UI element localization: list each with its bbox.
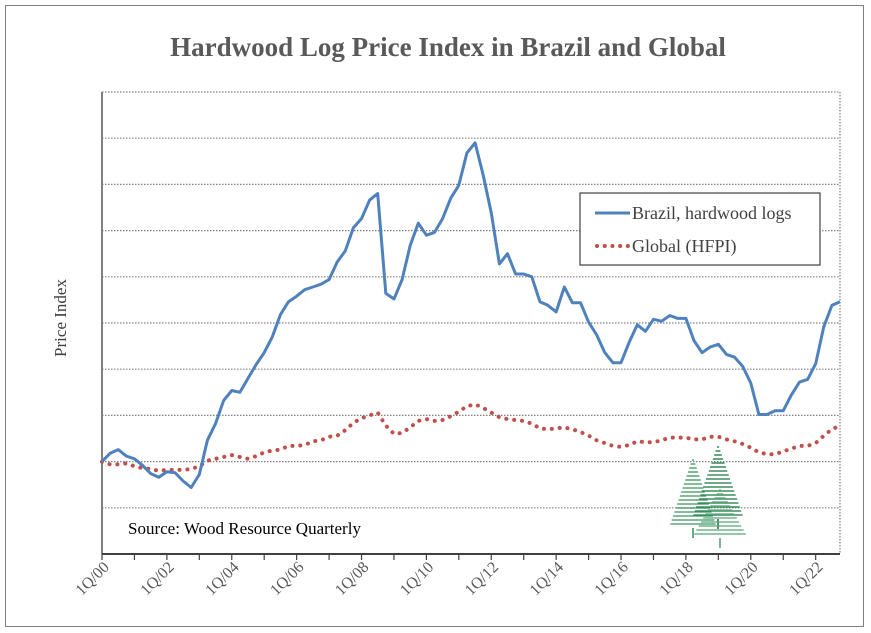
x-tick-label: 1Q/16 [592, 559, 632, 599]
x-tick-label: 1Q/06 [267, 559, 307, 599]
chart-frame [5, 5, 864, 627]
series-lines [100, 141, 842, 489]
x-tick-label: 1Q/04 [202, 559, 242, 599]
axes [101, 92, 840, 555]
x-tick-label: 1Q/00 [73, 559, 113, 599]
x-axis-ticks: 1Q/00 1Q/02 1Q/04 1Q/06 1Q/08 1Q/10 1Q/12 1Q/14… [73, 554, 826, 599]
legend: Brazil, hardwood logs Global (HFPI) [579, 192, 821, 266]
x-tick-label: 1Q/14 [527, 559, 567, 599]
x-tick-label: 1Q/22 [786, 559, 826, 599]
legend-label-brazil: Brazil, hardwood logs [632, 203, 791, 223]
legend-box [579, 192, 821, 266]
source-annotation: Source: Wood Resource Quarterly [128, 519, 361, 538]
chart-title: Hardwood Log Price Index in Brazil and G… [170, 32, 726, 62]
x-tick-label: 1Q/20 [721, 559, 761, 599]
x-tick-label: 1Q/10 [397, 559, 437, 599]
tree-logo-icon [670, 446, 746, 548]
gridlines [102, 91, 841, 554]
y-axis-label: Price Index [51, 279, 70, 357]
legend-label-global: Global (HFPI) [632, 236, 737, 257]
x-tick-label: 1Q/18 [656, 559, 696, 599]
x-tick-label: 1Q/12 [462, 559, 502, 599]
x-tick-label: 1Q/02 [137, 559, 177, 599]
x-tick-label: 1Q/08 [332, 559, 372, 599]
series-brazil-line [100, 141, 841, 489]
series-global-line [100, 402, 842, 473]
